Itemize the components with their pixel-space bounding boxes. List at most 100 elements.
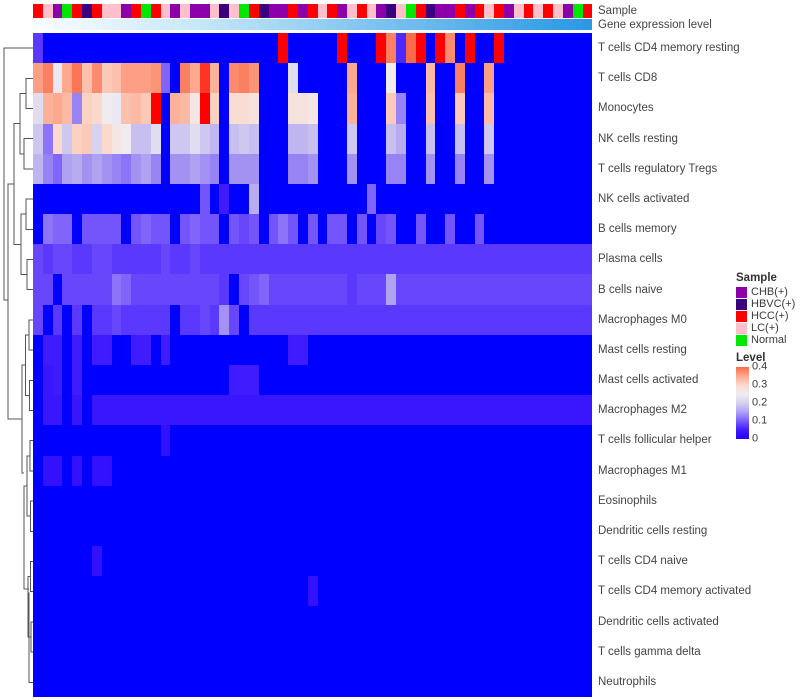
heatmap-cell xyxy=(248,576,259,607)
row-label: T cells follicular helper xyxy=(598,434,712,447)
heatmap-cell xyxy=(239,606,249,637)
heatmap-cell xyxy=(160,304,171,335)
heatmap-cell xyxy=(248,214,259,245)
heatmap-cell xyxy=(543,576,554,607)
heatmap-cell xyxy=(258,395,269,426)
heatmap-cell xyxy=(396,304,406,335)
sample-bar-cell xyxy=(239,4,249,18)
heatmap-cell xyxy=(170,93,181,124)
heatmap-row xyxy=(33,93,593,124)
heatmap-cell xyxy=(454,485,465,516)
heatmap-cell xyxy=(445,666,455,697)
heatmap-cell xyxy=(484,334,495,365)
heatmap-cell xyxy=(199,455,210,486)
heatmap-cell xyxy=(337,485,347,516)
heatmap-cell xyxy=(170,33,181,64)
heatmap-cell xyxy=(199,364,210,396)
sample-bar-cell xyxy=(494,4,504,18)
heatmap-cell xyxy=(91,546,102,577)
heatmap-cell xyxy=(180,214,190,245)
heatmap-cell xyxy=(288,183,298,215)
heatmap-cell xyxy=(190,364,200,396)
heatmap-cell xyxy=(190,183,200,215)
heatmap-cell xyxy=(474,666,485,697)
sample-bar-cell xyxy=(209,4,220,18)
heatmap-cell xyxy=(62,274,73,305)
heatmap-cell xyxy=(484,636,495,667)
sample-bar-cell xyxy=(356,4,367,18)
heatmap-cell xyxy=(445,606,455,637)
heatmap-cell xyxy=(504,576,514,607)
heatmap-cell xyxy=(288,33,298,64)
heatmap-cell xyxy=(504,33,514,64)
heatmap-cell xyxy=(209,63,220,94)
sample-bar-cell xyxy=(366,4,377,18)
level-legend-title: Level xyxy=(736,352,766,364)
heatmap-cell xyxy=(317,455,328,486)
heatmap-cell xyxy=(454,183,465,215)
heatmap-cell xyxy=(268,33,279,64)
heatmap-cell xyxy=(474,334,485,365)
heatmap-cell xyxy=(386,606,397,637)
heatmap-cell xyxy=(454,334,465,365)
heatmap-row xyxy=(33,636,593,667)
sample-bar-cell xyxy=(474,4,485,18)
expr-bar-cell xyxy=(435,19,446,30)
heatmap-cell xyxy=(543,606,554,637)
sample-bar-cell xyxy=(562,4,573,18)
heatmap-cell xyxy=(415,123,426,154)
heatmap-cell xyxy=(553,425,563,456)
heatmap-cell xyxy=(101,425,112,456)
heatmap-cell xyxy=(572,636,583,667)
heatmap-cell xyxy=(553,214,563,245)
heatmap-cell xyxy=(180,364,190,396)
heatmap-cell xyxy=(111,123,122,154)
heatmap-cell xyxy=(140,666,151,697)
heatmap-cell xyxy=(170,244,181,275)
heatmap-cell xyxy=(170,183,181,215)
heatmap-row xyxy=(33,153,593,184)
heatmap-cell xyxy=(366,425,377,456)
heatmap-cell xyxy=(288,93,298,124)
heatmap-cell xyxy=(307,485,318,516)
heatmap-cell xyxy=(553,334,563,365)
heatmap-cell xyxy=(82,666,92,697)
heatmap-cell xyxy=(376,214,387,245)
sample-bar-cell xyxy=(376,4,387,18)
heatmap-cell xyxy=(347,636,357,667)
heatmap-cell xyxy=(91,63,102,94)
heatmap-cell xyxy=(258,485,269,516)
heatmap-cell xyxy=(523,576,534,607)
heatmap-cell xyxy=(190,636,200,667)
heatmap-cell xyxy=(445,304,455,335)
heatmap-cell xyxy=(454,153,465,184)
heatmap-cell xyxy=(396,515,406,547)
heatmap-cell xyxy=(248,364,259,396)
heatmap-cell xyxy=(101,515,112,547)
level-legend-tick: 0 xyxy=(752,432,759,445)
heatmap-cell xyxy=(258,666,269,697)
row-label: Dendritic cells activated xyxy=(598,615,719,628)
sample-bar-cell xyxy=(42,4,53,18)
heatmap-cell xyxy=(248,485,259,516)
heatmap-cell xyxy=(278,123,289,154)
heatmap-cell xyxy=(474,606,485,637)
expr-bar-cell xyxy=(82,19,92,30)
heatmap-cell xyxy=(131,395,141,426)
heatmap-cell xyxy=(131,485,141,516)
row-label: Mast cells activated xyxy=(598,374,699,387)
heatmap-cell xyxy=(62,33,73,64)
heatmap-cell xyxy=(33,606,43,637)
heatmap-cell xyxy=(484,274,495,305)
level-colorbar xyxy=(736,366,749,439)
heatmap-cell xyxy=(523,364,534,396)
heatmap-cell xyxy=(91,576,102,607)
heatmap-cell xyxy=(553,546,563,577)
heatmap-cell xyxy=(582,455,593,486)
heatmap-cell xyxy=(160,123,171,154)
sample-bar-cell xyxy=(288,4,298,18)
heatmap-cell xyxy=(140,274,151,305)
heatmap-cell xyxy=(33,546,43,577)
heatmap-cell xyxy=(160,576,171,607)
heatmap-cell xyxy=(327,606,338,637)
